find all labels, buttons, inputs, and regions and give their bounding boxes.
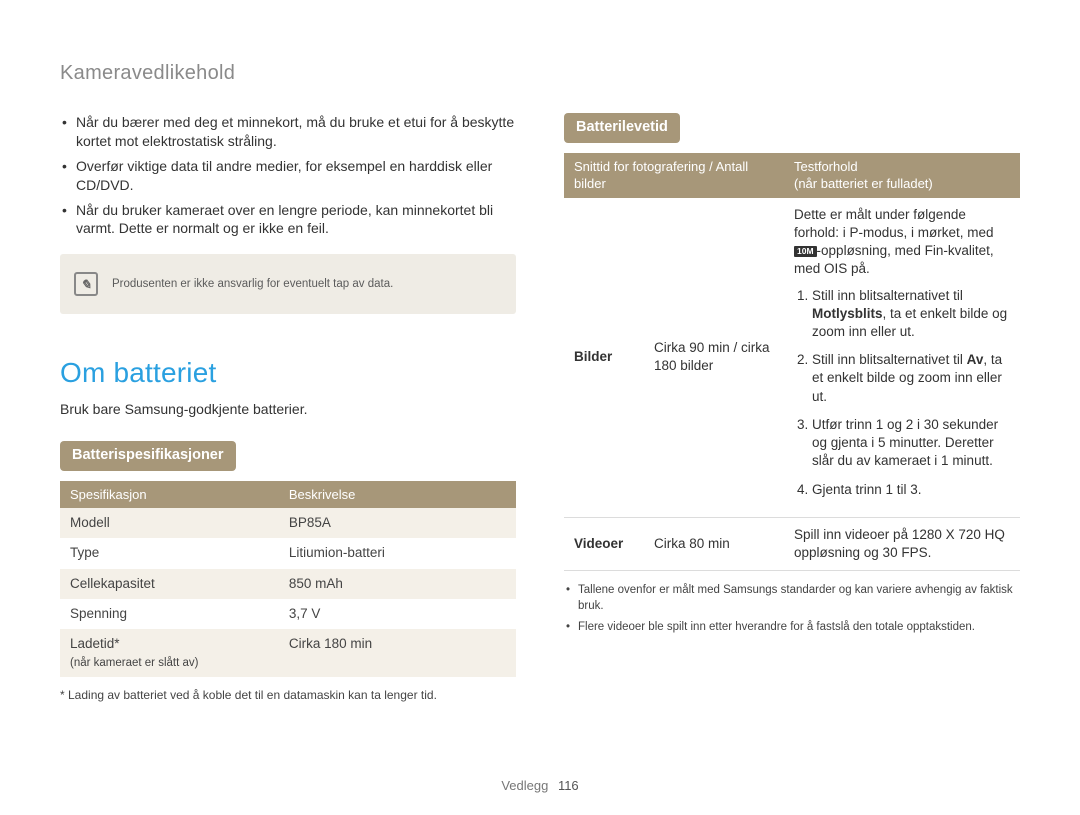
- list-item: Når du bærer med deg et minnekort, må du…: [60, 113, 516, 151]
- two-columns: Når du bærer med deg et minnekort, må du…: [60, 113, 1020, 769]
- table-row: Type Litiumion-batteri: [60, 538, 516, 568]
- list-item: Når du bruker kameraet over en lengre pe…: [60, 201, 516, 239]
- note-icon: ✎: [74, 272, 98, 296]
- spec-value: Cirka 180 min: [279, 629, 516, 677]
- table-header: Snittid for fotografering / Antall bilde…: [564, 153, 784, 198]
- table-row: Cellekapasitet 850 mAh: [60, 569, 516, 599]
- list-item: Still inn blitsalternativet til Motlysbl…: [812, 287, 1010, 342]
- page: Kameravedlikehold Når du bærer med deg e…: [0, 0, 1080, 815]
- note-text: Produsenten er ikke ansvarlig for eventu…: [112, 277, 393, 293]
- list-item: Tallene ovenfor er målt med Samsungs sta…: [564, 583, 1020, 614]
- battery-spec-pill: Batterispesifikasjoner: [60, 441, 236, 471]
- page-footer: Vedlegg 116: [60, 769, 1020, 795]
- header-sub: (når batteriet er fulladet): [794, 176, 933, 191]
- footer-section: Vedlegg: [501, 778, 548, 793]
- condition-intro: Dette er målt under følgende forhold: i …: [794, 206, 1010, 279]
- cond-text: -oppløsning, med Fin-kvalitet, med OIS p…: [794, 243, 994, 276]
- table-row: Spenning 3,7 V: [60, 599, 516, 629]
- spec-value: 3,7 V: [279, 599, 516, 629]
- spec-label-text: Ladetid*: [70, 636, 120, 651]
- battery-spec-table: Spesifikasjon Beskrivelse Modell BP85A T…: [60, 481, 516, 678]
- spec-value: Litiumion-batteri: [279, 538, 516, 568]
- step-text: Utfør trinn 1 og 2 i 30 sekunder og gjen…: [812, 417, 998, 468]
- right-column: Batterilevetid Snittid for fotografering…: [564, 113, 1020, 769]
- table-header: Testforhold (når batteriet er fulladet): [784, 153, 1020, 198]
- table-row: Ladetid* (når kameraet er slått av) Cirk…: [60, 629, 516, 677]
- step-text: Still inn blitsalternativet til: [812, 288, 963, 303]
- life-row-label: Bilder: [564, 198, 644, 518]
- life-row-label: Videoer: [564, 517, 644, 570]
- battery-life-pill: Batterilevetid: [564, 113, 680, 143]
- spec-value: 850 mAh: [279, 569, 516, 599]
- note-box: ✎ Produsenten er ikke ansvarlig for even…: [60, 254, 516, 314]
- life-row-conditions: Spill inn videoer på 1280 X 720 HQ opplø…: [784, 517, 1020, 570]
- table-header: Spesifikasjon: [60, 481, 279, 509]
- spec-label: Type: [60, 538, 279, 568]
- table-row: Videoer Cirka 80 min Spill inn videoer p…: [564, 517, 1020, 570]
- list-item: Utfør trinn 1 og 2 i 30 sekunder og gjen…: [812, 416, 1010, 471]
- step-text: Still inn blitsalternativet til: [812, 352, 967, 367]
- memory-card-tips-list: Når du bærer med deg et minnekort, må du…: [60, 113, 516, 238]
- battery-life-table: Snittid for fotografering / Antall bilde…: [564, 153, 1020, 572]
- resolution-icon: 10M: [794, 246, 817, 257]
- test-steps-list: Still inn blitsalternativet til Motlysbl…: [794, 287, 1010, 499]
- list-item: Still inn blitsalternativet til Av, ta e…: [812, 351, 1010, 406]
- life-row-conditions: Dette er målt under følgende forhold: i …: [784, 198, 1020, 518]
- list-item: Overfør viktige data til andre medier, f…: [60, 157, 516, 195]
- spec-label-subnote: (når kameraet er slått av): [70, 657, 198, 669]
- cond-text: Dette er målt under følgende forhold: i …: [794, 207, 994, 240]
- table-header: Beskrivelse: [279, 481, 516, 509]
- spec-label: Cellekapasitet: [60, 569, 279, 599]
- life-row-time: Cirka 90 min / cirka 180 bilder: [644, 198, 784, 518]
- list-item: Flere videoer ble spilt inn etter hveran…: [564, 620, 1020, 636]
- footer-page-number: 116: [558, 778, 579, 793]
- section-title-about-battery: Om batteriet: [60, 354, 516, 392]
- spec-value: BP85A: [279, 508, 516, 538]
- breadcrumb: Kameravedlikehold: [60, 60, 1020, 87]
- header-top: Testforhold: [794, 159, 858, 174]
- battery-life-notes: Tallene ovenfor er målt med Samsungs sta…: [564, 583, 1020, 636]
- section-subtitle: Bruk bare Samsung-godkjente batterier.: [60, 400, 516, 419]
- life-row-time: Cirka 80 min: [644, 517, 784, 570]
- spec-label: Ladetid* (når kameraet er slått av): [60, 629, 279, 677]
- spec-label: Modell: [60, 508, 279, 538]
- spec-label: Spenning: [60, 599, 279, 629]
- list-item: Gjenta trinn 1 til 3.: [812, 481, 1010, 499]
- spec-footnote: * Lading av batteriet ved å koble det ti…: [60, 687, 516, 703]
- table-row: Bilder Cirka 90 min / cirka 180 bilder D…: [564, 198, 1020, 518]
- step-text: Gjenta trinn 1 til 3.: [812, 482, 922, 497]
- step-bold: Motlysblits: [812, 306, 883, 321]
- left-column: Når du bærer med deg et minnekort, må du…: [60, 113, 516, 769]
- step-bold: Av: [967, 352, 984, 367]
- table-row: Modell BP85A: [60, 508, 516, 538]
